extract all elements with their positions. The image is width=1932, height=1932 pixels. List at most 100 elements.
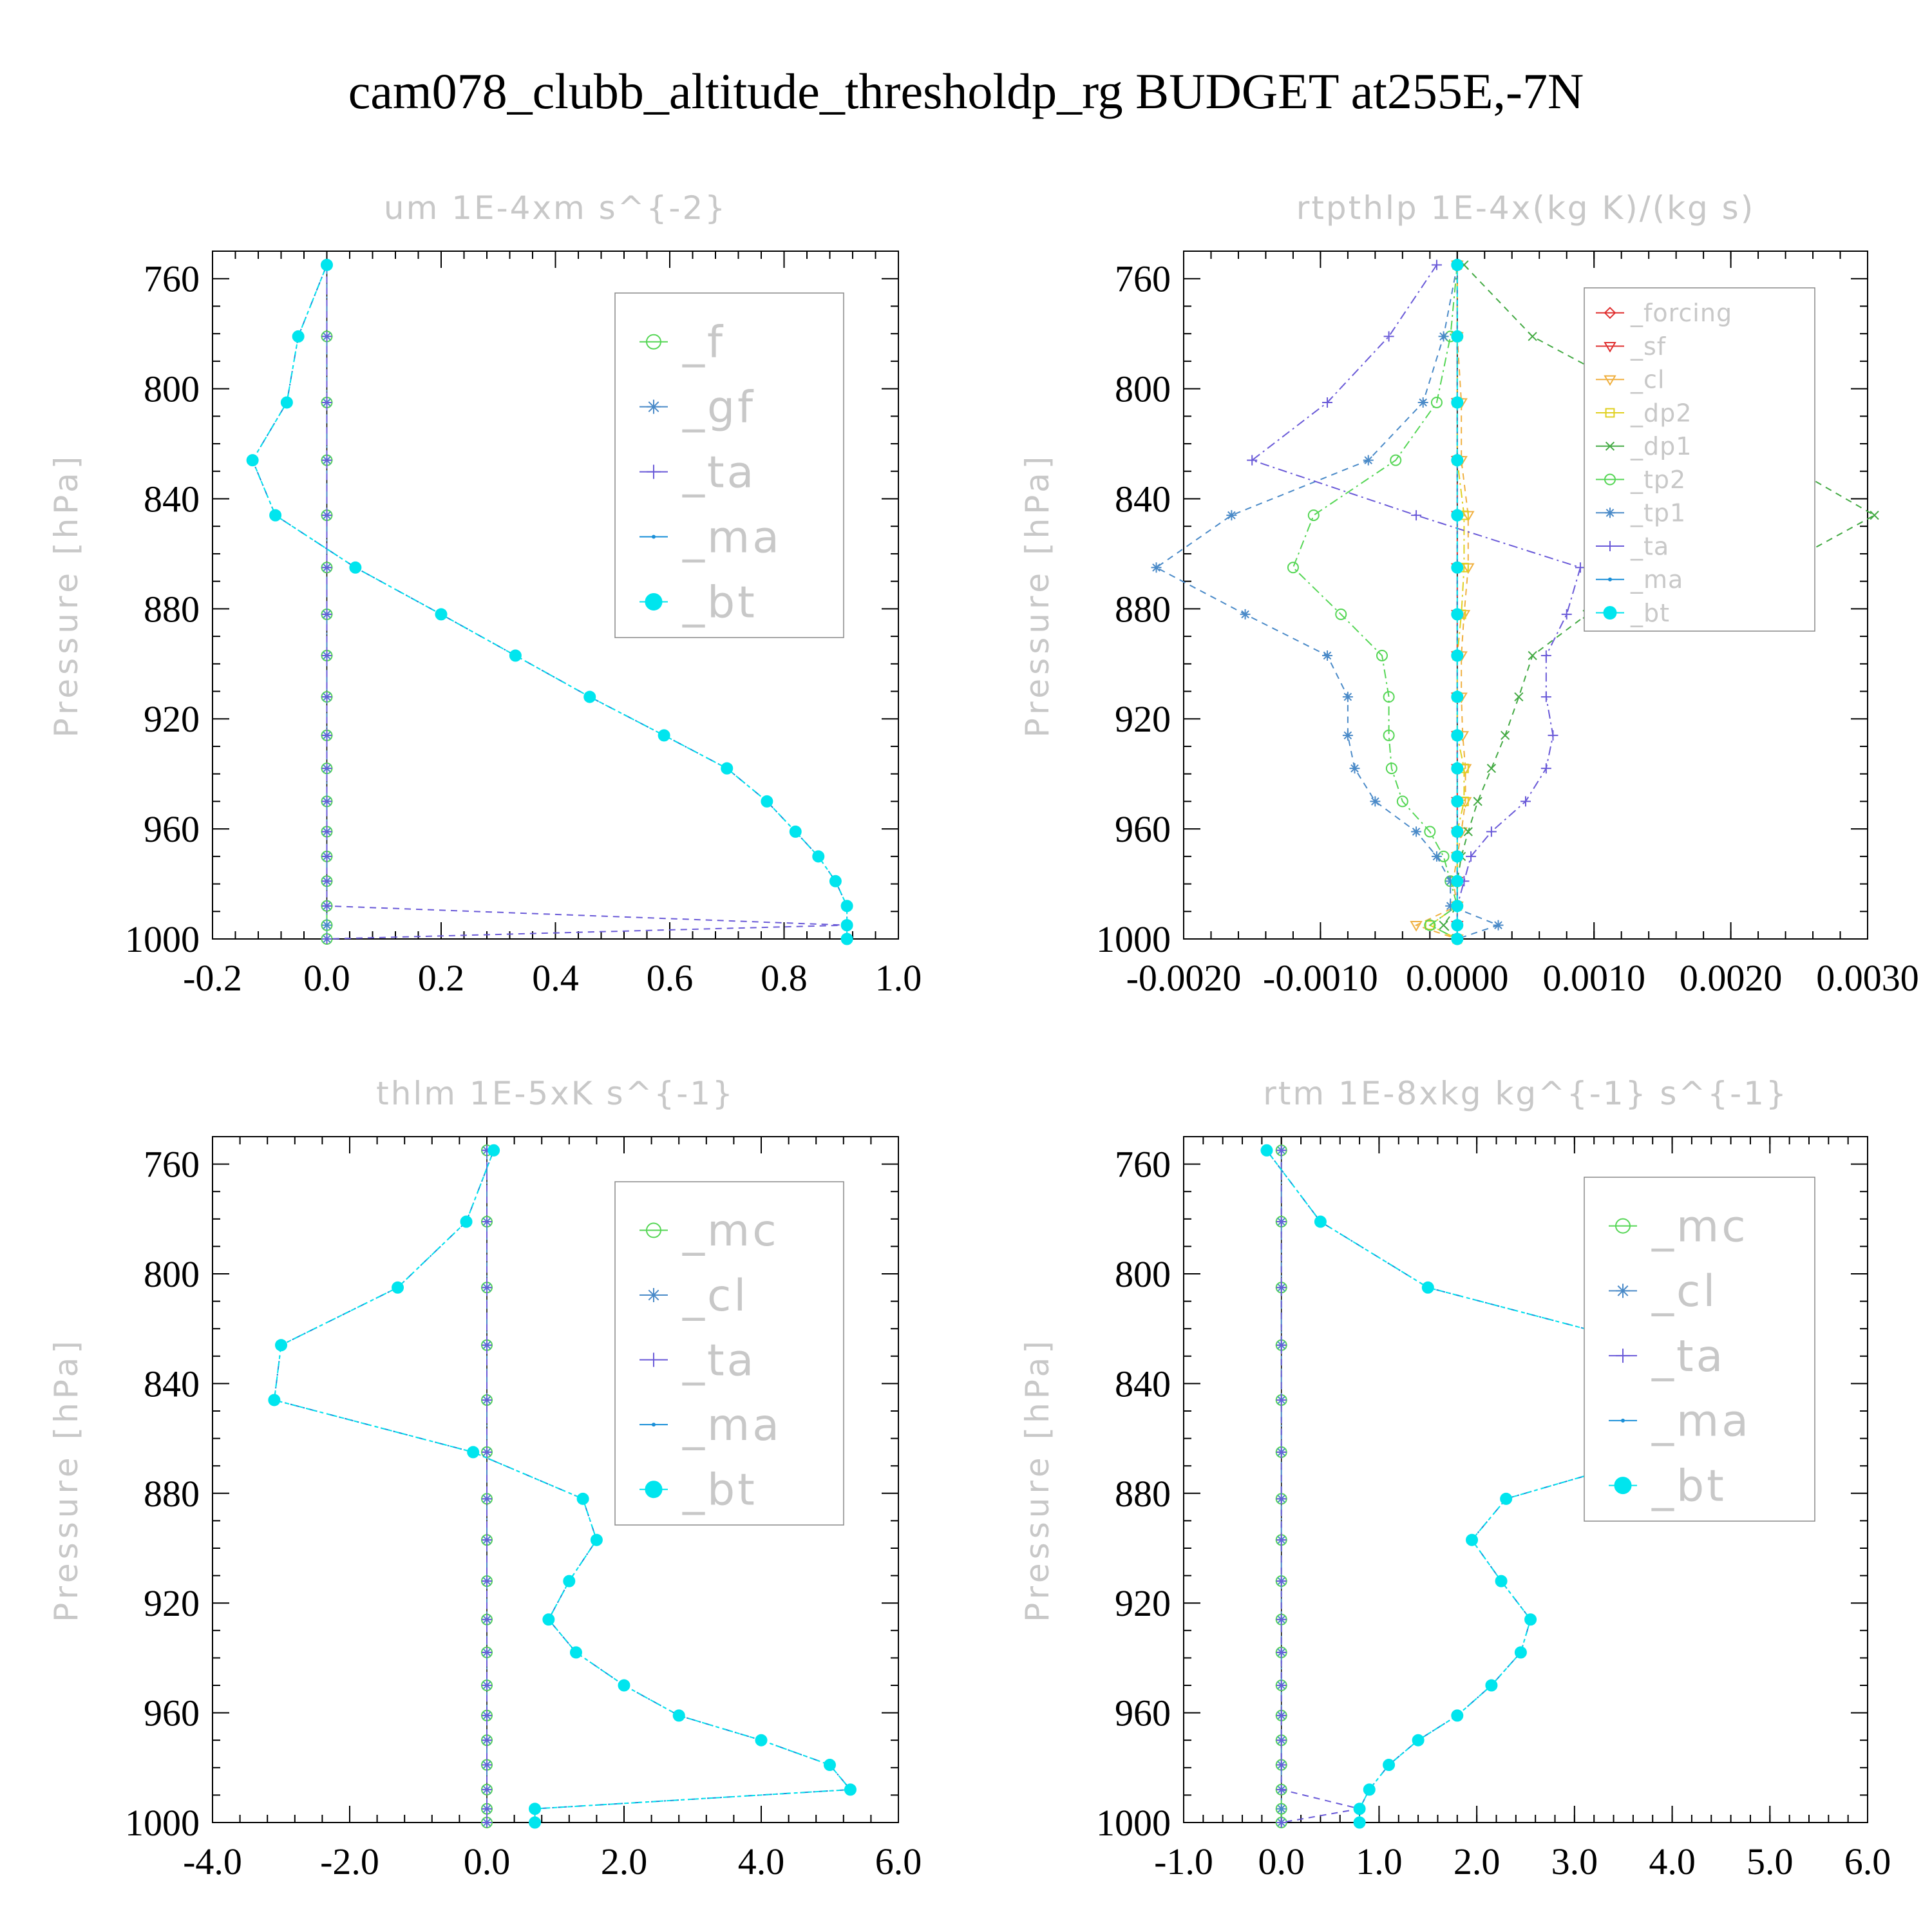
data-point: [1451, 933, 1464, 945]
legend: _mc _cl _ta _ma _bt: [1584, 1177, 1815, 1522]
legend-label: _ma: [682, 1400, 782, 1451]
data-point: [1451, 825, 1464, 838]
y-tick-label: 1000: [1096, 1802, 1171, 1844]
data-point: [1463, 827, 1473, 837]
data-point: [1451, 509, 1464, 522]
data-point: [1276, 1647, 1287, 1658]
data-point: [321, 692, 332, 703]
x-tick-label: -2.0: [320, 1841, 379, 1882]
data-point: [1417, 397, 1428, 408]
data-point: [1421, 1281, 1434, 1294]
legend-label: _ta: [1651, 1331, 1725, 1382]
legend-label: _sf: [1630, 332, 1667, 361]
data-point: [1528, 332, 1537, 341]
panel-1: -0.2 0.0 0.2 0.4 0.6 0.8 1.0 760 800 840 880 920 960…: [48, 189, 922, 999]
legend-swatch-marker: [1605, 507, 1615, 518]
legend-swatch-marker: [645, 1481, 663, 1499]
panel-title: rtm 1E-8xkg kg^{-1} s^{-1}: [1263, 1075, 1788, 1112]
legend-label: _tp2: [1630, 466, 1686, 494]
data-point: [482, 1817, 492, 1828]
data-point: [467, 1446, 480, 1459]
data-point: [1431, 851, 1442, 862]
data-point: [1473, 797, 1482, 806]
x-tick-label: 0.0000: [1406, 957, 1509, 999]
legend: _f _gf _ta _ma _bt: [614, 292, 844, 638]
data-point: [482, 1282, 492, 1293]
x-tick-label: 0.8: [761, 957, 808, 999]
data-point: [488, 1144, 500, 1157]
data-point: [1431, 260, 1442, 270]
data-point: [482, 1576, 492, 1587]
data-point: [482, 1340, 492, 1350]
data-point: [1561, 609, 1572, 620]
y-tick-label: 800: [144, 368, 200, 410]
data-point: [509, 649, 522, 662]
y-axis-label: Pressure [hPa]: [1019, 453, 1056, 738]
series-ta: [482, 1145, 492, 1828]
y-tick-label: 760: [1115, 1144, 1171, 1186]
x-tick-label: 0.0010: [1542, 957, 1645, 999]
data-point: [1451, 919, 1464, 932]
data-point: [268, 1394, 281, 1406]
data-point: [1376, 649, 1388, 661]
data-point: [1247, 455, 1258, 466]
data-point: [840, 933, 853, 945]
series-bt: [268, 1144, 857, 1829]
data-point: [576, 1492, 589, 1505]
data-point: [482, 1784, 492, 1795]
data-point: [460, 1215, 473, 1228]
data-point: [1353, 1803, 1366, 1815]
data-point: [755, 1734, 768, 1747]
legend-swatch-marker: [1614, 1477, 1632, 1495]
legend-label: _gf: [682, 382, 755, 433]
data-point: [1451, 1709, 1464, 1722]
data-point: [1493, 920, 1504, 931]
data-point: [1276, 1759, 1287, 1770]
data-point: [321, 763, 332, 774]
legend-label: _cl: [682, 1271, 748, 1321]
legend-swatch-marker: [645, 592, 663, 611]
data-point: [321, 510, 332, 521]
data-point: [482, 1735, 492, 1746]
legend-swatch-marker: [1616, 1283, 1630, 1298]
data-point: [1495, 1575, 1508, 1587]
data-point: [529, 1803, 542, 1815]
x-tick-label: 0.0: [303, 957, 350, 999]
data-point: [1451, 729, 1464, 742]
legend-swatch-marker: [1604, 341, 1616, 353]
data-point: [1445, 876, 1456, 887]
y-tick-label: 840: [1115, 1363, 1171, 1405]
data-point: [569, 1646, 582, 1659]
data-point: [1276, 1217, 1287, 1227]
data-point: [1276, 1680, 1287, 1690]
data-point: [1451, 258, 1464, 271]
data-point: [1322, 397, 1333, 408]
data-point: [1424, 826, 1436, 838]
x-tick-label: -0.0020: [1126, 957, 1242, 999]
legend-label: _dp2: [1630, 399, 1692, 427]
legend-swatch-marker: [1604, 307, 1616, 319]
data-point: [1524, 1613, 1537, 1626]
data-point: [321, 455, 332, 466]
legend-label: _bt: [1651, 1461, 1727, 1511]
data-point: [1335, 608, 1347, 620]
x-tick-label: -0.2: [183, 957, 242, 999]
data-point: [1430, 396, 1443, 408]
data-point: [1439, 920, 1448, 930]
panel-title: rtpthlp 1E-4x(kg K)/(kg s): [1296, 189, 1755, 227]
legend-label: _ma: [1651, 1396, 1751, 1447]
data-point: [1451, 762, 1464, 775]
data-point: [1349, 763, 1360, 774]
legend-label: _ma: [682, 512, 782, 563]
data-point: [1870, 511, 1879, 520]
data-point: [482, 1614, 492, 1625]
data-point: [1396, 795, 1408, 808]
plot-frame: [1183, 1136, 1868, 1823]
data-point: [1363, 455, 1374, 466]
y-tick-label: 1000: [125, 918, 200, 960]
data-point: [1540, 650, 1551, 661]
series-ta: [1247, 260, 1586, 944]
data-point: [1411, 510, 1422, 521]
legend-label: _bt: [682, 577, 757, 628]
data-point: [1383, 729, 1395, 741]
